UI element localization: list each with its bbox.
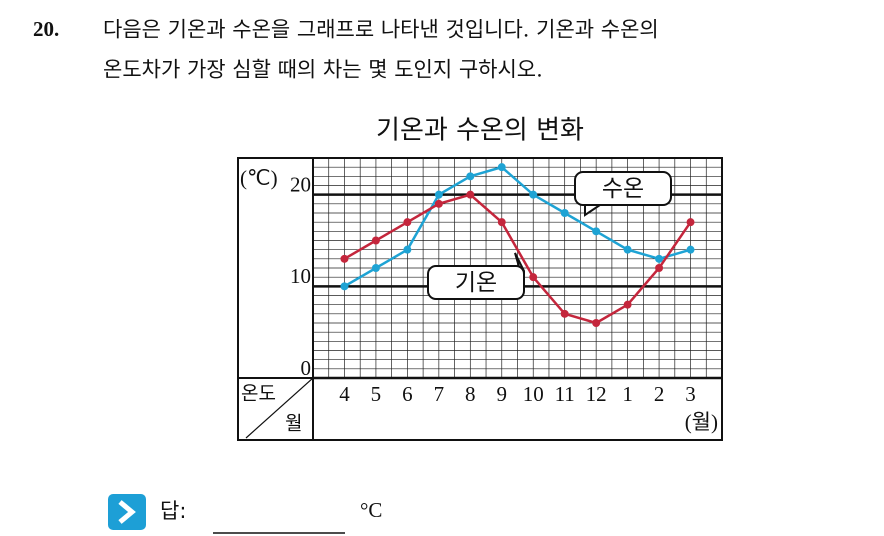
series-line: [343, 193, 692, 325]
question-number: 20.: [33, 17, 59, 41]
y-tick-label: 0: [301, 356, 312, 380]
data-point: [340, 254, 349, 263]
x-tick-label: 3: [685, 382, 696, 406]
data-point: [403, 245, 412, 254]
data-point: [655, 254, 664, 263]
callout: [574, 171, 672, 206]
data-point: [592, 227, 601, 236]
data-point: [371, 236, 380, 245]
y-tick-label: 20: [290, 172, 311, 196]
data-point: [623, 300, 632, 309]
x-tick-label: 11: [555, 382, 575, 406]
data-point: [403, 218, 412, 227]
answer-icon: [108, 494, 146, 530]
x-tick-label: 9: [497, 382, 508, 406]
y-unit: (℃): [240, 166, 278, 190]
data-point: [592, 319, 601, 327]
data-point: [686, 218, 695, 227]
data-point: [655, 264, 664, 272]
corner-diagonal: [245, 377, 314, 439]
data-point: [434, 190, 443, 199]
series-line: [343, 165, 691, 288]
corner-label: 월: [285, 413, 302, 435]
x-tick-label: 4: [339, 382, 350, 406]
legend-label: 수온: [602, 176, 644, 202]
corner-label: 온도: [241, 383, 276, 405]
chart-title: 기온과 수온의 변화: [376, 116, 584, 146]
data-point: [371, 264, 380, 272]
x-unit: (월): [685, 410, 718, 434]
x-tick-label: 6: [402, 382, 413, 406]
x-tick-label: 8: [465, 382, 476, 406]
answer-label: 답:: [160, 499, 186, 523]
answer-icon-arrow: [118, 500, 136, 524]
x-tick-label: 7: [434, 382, 445, 406]
question-line: 다음은 기온과 수온을 그래프로 나타낸 것입니다. 기온과 수온의: [103, 18, 659, 42]
x-tick-label: 1: [622, 382, 633, 406]
data-point: [340, 282, 349, 291]
data-point: [560, 209, 569, 217]
x-tick-label: 2: [654, 382, 665, 406]
data-point: [497, 218, 506, 227]
data-point: [529, 273, 538, 282]
callout: [427, 265, 525, 300]
frame: [237, 157, 723, 441]
data-point: [466, 172, 475, 181]
legend-label: 기온: [455, 270, 497, 296]
data-point: [434, 199, 443, 208]
data-point: [466, 190, 475, 199]
y-tick-label: 10: [290, 264, 311, 288]
x-tick-label: 12: [586, 382, 607, 406]
x-tick-label: 5: [371, 382, 382, 406]
question-line: 온도차가 가장 심할 때의 차는 몇 도인지 구하시오.: [103, 58, 543, 82]
data-point: [529, 190, 538, 199]
data-point: [686, 245, 695, 254]
data-point: [560, 309, 569, 318]
callout-tail: [584, 204, 604, 217]
answer-unit: °C: [360, 498, 382, 522]
data-point: [497, 163, 506, 172]
x-tick-label: 10: [523, 382, 544, 406]
data-point: [623, 245, 632, 254]
